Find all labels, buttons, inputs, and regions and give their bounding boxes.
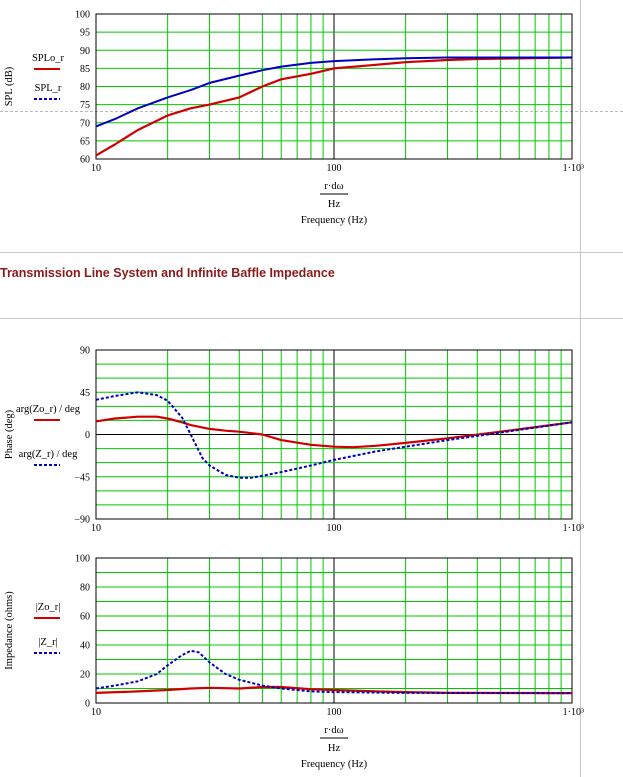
y-tick-label: −45 xyxy=(74,472,90,483)
x-tick-label: 10 xyxy=(91,707,101,718)
x-axis-expression-top: r·dω xyxy=(324,725,343,736)
legend-label: |Z_r| xyxy=(38,637,57,648)
legend-label: |Zo_r| xyxy=(36,602,61,613)
y-tick-label: 60 xyxy=(80,612,90,623)
x-tick-label: 100 xyxy=(327,707,342,718)
y-tick-label: 20 xyxy=(80,670,90,681)
y-tick-label: −90 xyxy=(74,515,90,526)
plot-frame xyxy=(95,349,573,520)
y-tick-label: 65 xyxy=(80,136,90,147)
legend-label: SPLo_r xyxy=(32,53,65,64)
y-tick-label: 90 xyxy=(80,46,90,57)
x-axis-expression-bottom: Hz xyxy=(328,199,341,210)
x-axis-expression-top: r·dω xyxy=(324,181,343,192)
x-axis-expression-bottom: Hz xyxy=(328,743,341,754)
x-axis-title: Frequency (Hz) xyxy=(301,759,368,770)
x-tick-label: 1·10³ xyxy=(563,163,584,174)
y-tick-label: 75 xyxy=(80,100,90,111)
x-tick-label: 10 xyxy=(91,523,101,534)
series-line-solid xyxy=(95,415,573,449)
y-tick-label: 85 xyxy=(80,64,90,75)
y-axis-title: Phase (deg) xyxy=(4,409,15,459)
plot-frame xyxy=(95,557,573,704)
y-tick-label: 80 xyxy=(80,82,90,93)
x-tick-label: 100 xyxy=(327,163,342,174)
y-tick-label: 45 xyxy=(80,388,90,399)
section-divider-top xyxy=(0,252,623,253)
page-break-dashed xyxy=(0,111,623,112)
legend-label: arg(Zo_r) / deg xyxy=(16,404,81,415)
series-line-dashed xyxy=(95,649,573,695)
y-tick-label: 90 xyxy=(80,346,90,357)
y-axis-title: SPL (dB) xyxy=(4,66,15,106)
section-title: Transmission Line System and Infinite Ba… xyxy=(0,266,335,280)
x-axis-title: Frequency (Hz) xyxy=(301,215,368,226)
series-line-solid xyxy=(95,56,573,157)
series-line-dashed xyxy=(95,391,573,479)
x-tick-label: 1·10³ xyxy=(563,523,584,534)
series-line-dashed xyxy=(95,56,572,128)
y-tick-label: 100 xyxy=(75,10,90,21)
series-line-solid xyxy=(95,685,573,695)
y-tick-label: 80 xyxy=(80,583,90,594)
x-tick-label: 100 xyxy=(327,523,342,534)
y-tick-label: 70 xyxy=(80,118,90,129)
y-tick-label: 60 xyxy=(80,155,90,166)
x-tick-label: 10 xyxy=(91,163,101,174)
y-tick-label: 0 xyxy=(85,430,90,441)
y-tick-label: 40 xyxy=(80,641,90,652)
y-axis-title: Impedance (ohms) xyxy=(4,591,15,670)
page-right-border xyxy=(580,0,581,777)
y-tick-label: 95 xyxy=(80,28,90,39)
y-tick-label: 0 xyxy=(85,699,90,710)
y-tick-label: 100 xyxy=(75,554,90,565)
legend-label: arg(Z_r) / deg xyxy=(19,449,78,460)
plot-frame xyxy=(95,13,573,160)
legend-label: SPL_r xyxy=(35,83,62,94)
x-tick-label: 1·10³ xyxy=(563,707,584,718)
section-divider-bottom xyxy=(0,318,623,319)
